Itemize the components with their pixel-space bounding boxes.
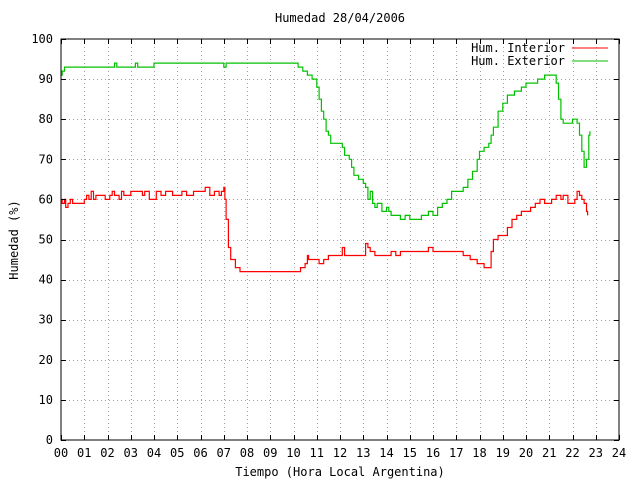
x-tick-label: 00 (54, 446, 68, 460)
x-tick-label: 10 (286, 446, 300, 460)
x-tick-label: 13 (356, 446, 370, 460)
y-tick-label: 80 (39, 112, 53, 126)
x-tick-label: 18 (472, 446, 486, 460)
x-tick-label: 14 (379, 446, 393, 460)
y-tick-label: 20 (39, 353, 53, 367)
x-tick-label: 23 (589, 446, 603, 460)
x-tick-label: 22 (565, 446, 579, 460)
x-tick-label: 12 (333, 446, 347, 460)
y-tick-label: 10 (39, 393, 53, 407)
y-tick-label: 70 (39, 152, 53, 166)
legend: Hum. Interior Hum. Exterior (471, 41, 608, 68)
y-tick-label: 100 (31, 32, 53, 46)
series-lines (61, 62, 591, 273)
x-tick-label: 09 (263, 446, 277, 460)
y-tick-label: 0 (46, 433, 53, 447)
x-tick-label: 02 (100, 446, 114, 460)
x-tick-label: 21 (542, 446, 556, 460)
x-tick-label: 24 (612, 446, 626, 460)
series-line-exterior (61, 62, 591, 220)
x-tick-label: 15 (403, 446, 417, 460)
y-tick-label: 90 (39, 72, 53, 86)
x-tick-label: 16 (426, 446, 440, 460)
x-tick-label: 01 (77, 446, 91, 460)
x-tick-label: 11 (310, 446, 324, 460)
y-tick-label: 30 (39, 313, 53, 327)
x-tick-label: 07 (217, 446, 231, 460)
y-tick-label: 40 (39, 273, 53, 287)
legend-label-exterior: Hum. Exterior (471, 54, 565, 68)
x-tick-label: 06 (193, 446, 207, 460)
legend-label-interior: Hum. Interior (471, 41, 565, 55)
x-tick-label: 03 (124, 446, 138, 460)
y-tick-label: 50 (39, 233, 53, 247)
x-tick-label: 08 (240, 446, 254, 460)
x-axis-label: Tiempo (Hora Local Argentina) (235, 465, 445, 479)
y-tick-label: 60 (39, 192, 53, 206)
x-tick-label: 04 (147, 446, 161, 460)
y-axis-label: Humedad (%) (7, 200, 21, 279)
x-tick-label: 19 (496, 446, 510, 460)
x-tick-label: 20 (519, 446, 533, 460)
axis-ticks: 00 01 02 03 04 05 06 07 08 09 10 11 12 13 14 15 16 17 18 19… (31, 32, 626, 460)
series-line-interior (61, 186, 589, 273)
x-tick-label: 05 (170, 446, 184, 460)
x-tick-label: 17 (449, 446, 463, 460)
chart-title: Humedad 28/04/2006 (275, 11, 405, 25)
